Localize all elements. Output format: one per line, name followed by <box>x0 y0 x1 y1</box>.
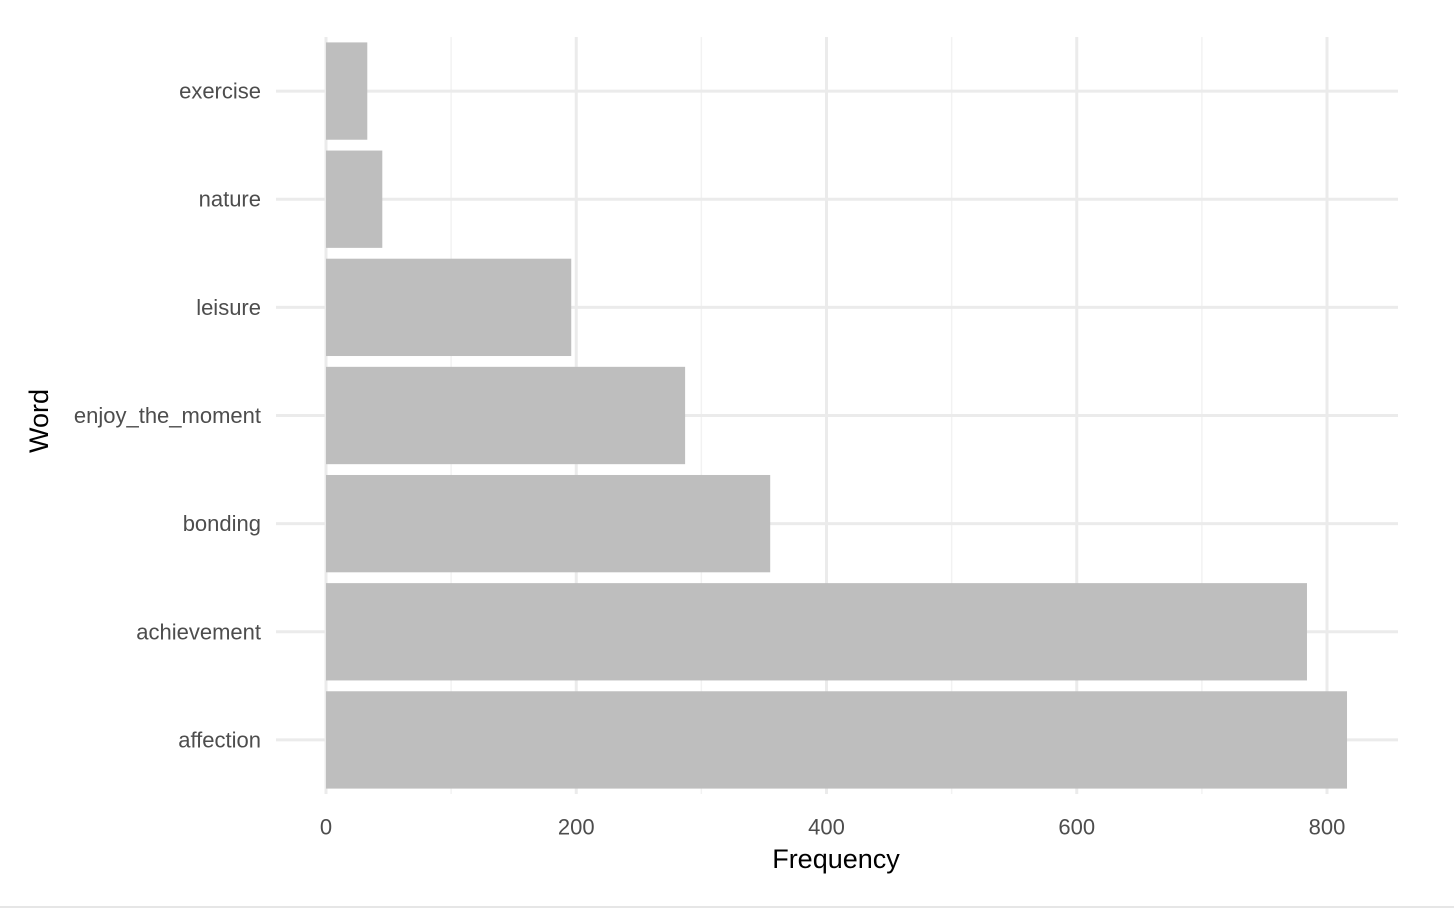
y-tick-label: leisure <box>196 295 261 320</box>
x-axis-title: Frequency <box>772 844 900 874</box>
bar-achievement <box>326 583 1307 681</box>
y-tick-label: enjoy_the_moment <box>74 403 261 428</box>
bar-bonding <box>326 474 771 573</box>
bar-exercise <box>326 42 368 140</box>
y-tick-label: nature <box>199 187 261 212</box>
y-tick-label: exercise <box>179 79 261 104</box>
y-tick-labels: affection achievement bonding enjoy_the_mom… <box>74 79 261 753</box>
x-tick-label: 0 <box>320 815 332 840</box>
y-tick-label: achievement <box>136 619 261 644</box>
x-tick-label: 200 <box>558 815 595 840</box>
bar-nature <box>326 150 383 248</box>
bottom-divider <box>0 906 1454 908</box>
x-tick-label: 600 <box>1058 815 1095 840</box>
bar-leisure <box>326 258 572 357</box>
x-tick-label: 800 <box>1309 815 1346 840</box>
y-axis-title: Word <box>24 389 54 453</box>
bar-enjoy-the-moment <box>326 366 686 465</box>
y-tick-label: affection <box>178 727 261 752</box>
bar-affection <box>326 691 1348 789</box>
bars <box>326 42 1348 789</box>
x-tick-labels: 0 200 400 600 800 <box>320 815 1345 840</box>
y-tick-label: bonding <box>183 511 261 536</box>
x-tick-label: 400 <box>808 815 845 840</box>
